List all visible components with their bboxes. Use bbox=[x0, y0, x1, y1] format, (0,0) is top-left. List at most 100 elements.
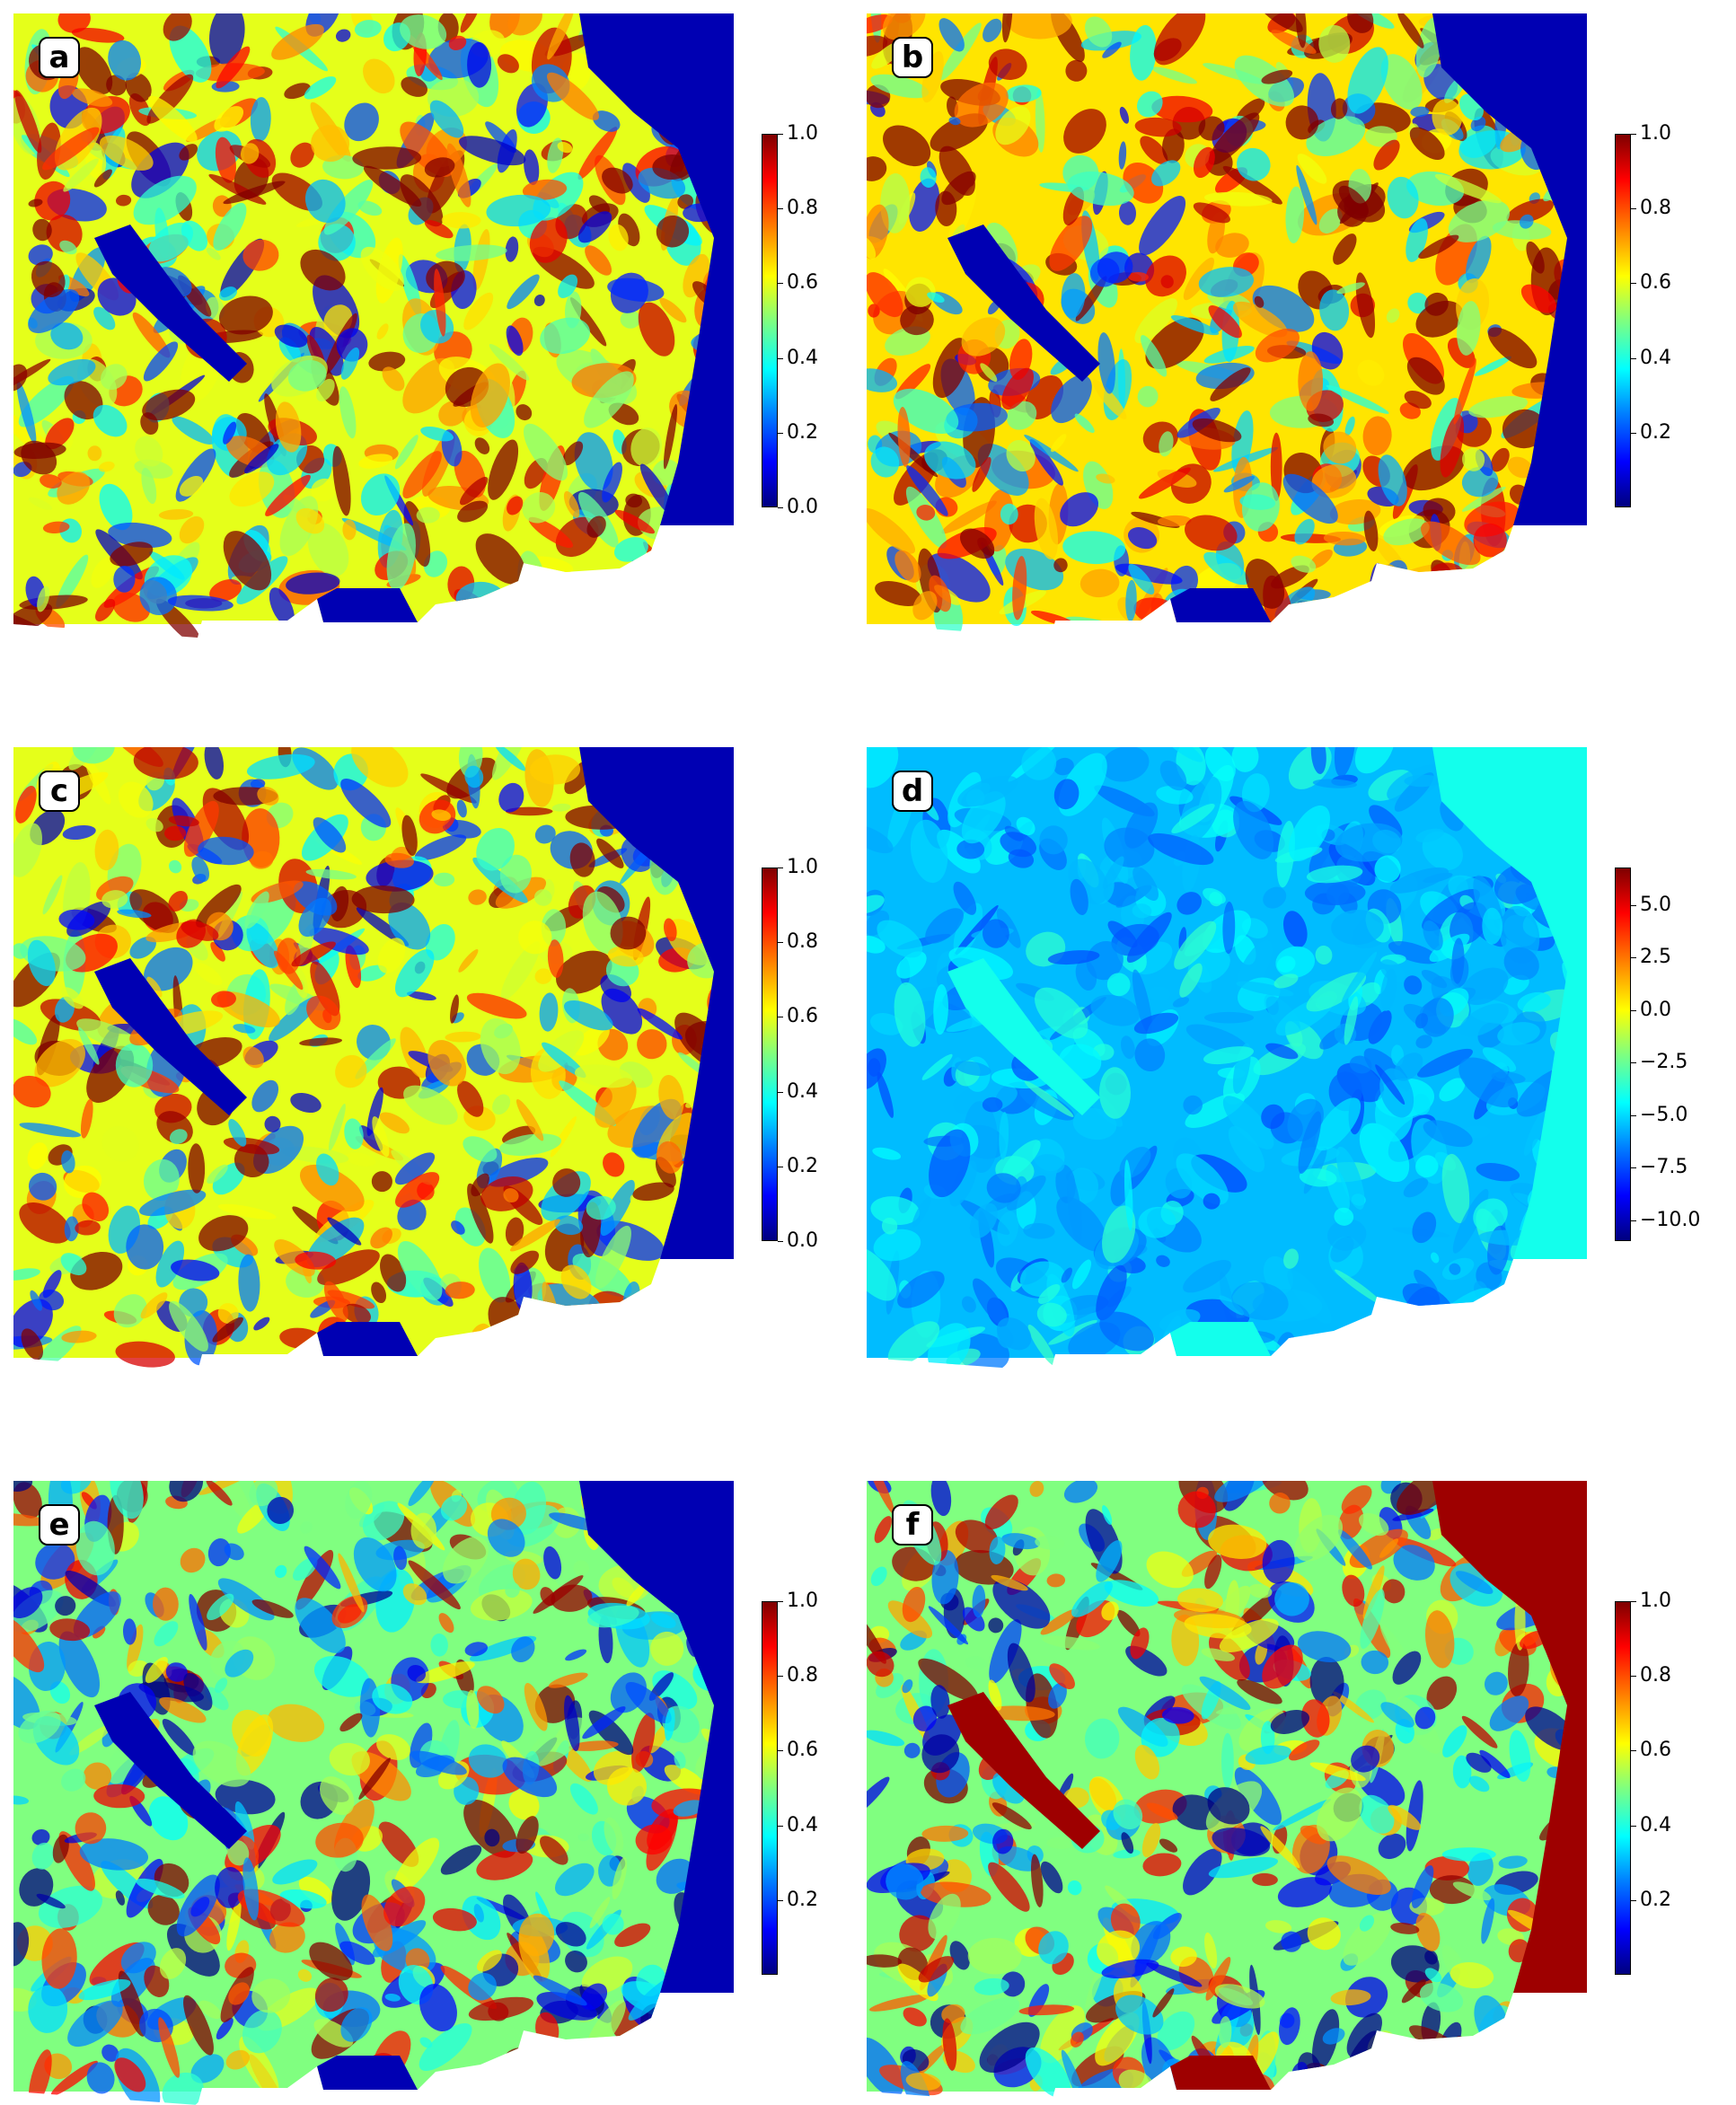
heatmap-patch bbox=[445, 1281, 475, 1299]
heatmap-patch bbox=[1210, 367, 1251, 401]
heatmap-patch bbox=[683, 1305, 730, 1342]
heatmap-patch bbox=[143, 341, 179, 382]
heatmap-patch bbox=[1051, 434, 1067, 453]
heatmap-patch bbox=[1426, 603, 1447, 636]
heatmap-patch bbox=[947, 185, 977, 248]
heatmap-patch bbox=[15, 785, 37, 824]
heatmap-patch bbox=[101, 2044, 119, 2062]
heatmap-patch bbox=[360, 246, 404, 291]
colorbar-tick-label: 1.0 bbox=[787, 856, 818, 878]
heatmap-patch bbox=[1279, 2007, 1300, 2046]
heatmap-patch bbox=[989, 1537, 1006, 1564]
heatmap-patch bbox=[1371, 2063, 1432, 2096]
heatmap-patch bbox=[629, 586, 657, 621]
heatmap-patch bbox=[1383, 518, 1430, 546]
heatmap-patch bbox=[1479, 1749, 1511, 1779]
heatmap-patch bbox=[1208, 112, 1260, 165]
heatmap-patch bbox=[507, 590, 561, 630]
heatmap-patch bbox=[215, 1481, 252, 1522]
heatmap-patch bbox=[1374, 855, 1401, 883]
heatmap-patch bbox=[1282, 473, 1338, 524]
heatmap-patch bbox=[1481, 1898, 1495, 1944]
heatmap-patch bbox=[589, 1897, 611, 1929]
heatmap-patch bbox=[1406, 357, 1445, 395]
heatmap-patch bbox=[1067, 1880, 1082, 1896]
heatmap-patch bbox=[1555, 597, 1580, 638]
heatmap-patch bbox=[28, 497, 53, 510]
water-region bbox=[1432, 1481, 1587, 1993]
heatmap-patch bbox=[18, 375, 75, 427]
heatmap-patch bbox=[206, 247, 221, 260]
heatmap-patch bbox=[1001, 1533, 1041, 1550]
heatmap-patch bbox=[1098, 1067, 1132, 1119]
heatmap-patch bbox=[63, 158, 99, 192]
heatmap-patch bbox=[1018, 1088, 1075, 1121]
heatmap-patch bbox=[608, 224, 629, 251]
heatmap-patch bbox=[468, 1744, 507, 1778]
heatmap-patch bbox=[286, 572, 340, 595]
heatmap-patch bbox=[1016, 816, 1035, 836]
heatmap-patch bbox=[948, 117, 961, 126]
heatmap-patch bbox=[916, 505, 936, 521]
heatmap-patch bbox=[593, 1334, 641, 1371]
heatmap-patch bbox=[1084, 16, 1113, 48]
colorbar-tick-label: 0.4 bbox=[787, 1814, 818, 1836]
heatmap-patch bbox=[446, 143, 471, 207]
heatmap-patch bbox=[363, 165, 422, 207]
heatmap-patch bbox=[372, 1683, 413, 1714]
heatmap-patch bbox=[158, 509, 194, 520]
heatmap-patch bbox=[344, 102, 379, 142]
heatmap-patch bbox=[69, 1723, 114, 1756]
heatmap-patch bbox=[1128, 564, 1155, 595]
heatmap-patch bbox=[1452, 1755, 1472, 1789]
heatmap-patch bbox=[1442, 1725, 1467, 1757]
colorbar-tick bbox=[1631, 208, 1636, 209]
heatmap-patch bbox=[1474, 356, 1511, 376]
heatmap-patch bbox=[457, 500, 489, 523]
heatmap-patch bbox=[36, 1893, 66, 1909]
heatmap-patch bbox=[921, 1053, 953, 1080]
heatmap-patch bbox=[924, 441, 976, 480]
heatmap-patch bbox=[140, 412, 159, 436]
water-region bbox=[947, 225, 1100, 382]
heatmap-patch bbox=[1495, 1303, 1534, 1339]
heatmap-patch bbox=[507, 274, 540, 310]
heatmap-patch bbox=[550, 1115, 577, 1158]
heatmap-patch bbox=[529, 754, 581, 785]
heatmap-patch bbox=[468, 889, 487, 905]
heatmap-patch bbox=[1176, 1153, 1229, 1205]
heatmap-patch bbox=[1046, 1573, 1066, 1588]
heatmap-patch bbox=[460, 13, 481, 33]
colorbar-tick-label: 0.8 bbox=[787, 930, 818, 953]
heatmap-patch bbox=[1435, 1334, 1452, 1364]
heatmap-patch bbox=[1029, 1481, 1044, 1497]
heatmap-patch bbox=[206, 1481, 233, 1506]
heatmap-patch bbox=[212, 1317, 243, 1343]
heatmap-patch bbox=[681, 1347, 693, 1364]
heatmap-patch bbox=[1024, 434, 1079, 472]
colorbar-tick bbox=[1631, 1750, 1636, 1751]
heatmap-patch bbox=[1030, 1854, 1044, 1907]
heatmap-map bbox=[13, 13, 734, 638]
heatmap-patch bbox=[1096, 1540, 1123, 1582]
heatmap-patch bbox=[75, 1520, 115, 1576]
heatmap-patch bbox=[147, 1894, 180, 1925]
heatmap-patch bbox=[131, 142, 189, 198]
heatmap-patch bbox=[1065, 59, 1088, 82]
colorbar-tick bbox=[778, 1601, 783, 1602]
colorbar bbox=[1615, 868, 1631, 1241]
heatmap-patch bbox=[98, 461, 115, 472]
heatmap-patch bbox=[49, 1618, 91, 1642]
colorbar-tick-label: 0.8 bbox=[787, 1664, 818, 1687]
heatmap-patch bbox=[169, 1300, 208, 1352]
heatmap-patch bbox=[1359, 1512, 1389, 1537]
heatmap-patch bbox=[476, 1849, 533, 1880]
heatmap-patch bbox=[445, 604, 456, 638]
heatmap-patch bbox=[1162, 128, 1185, 163]
heatmap-patch bbox=[440, 1495, 468, 1521]
heatmap-patch bbox=[484, 1828, 500, 1847]
heatmap-patch bbox=[168, 815, 199, 827]
heatmap-patch bbox=[267, 1496, 295, 1524]
heatmap-cells bbox=[867, 1481, 1587, 2105]
heatmap-patch bbox=[600, 1179, 635, 1237]
